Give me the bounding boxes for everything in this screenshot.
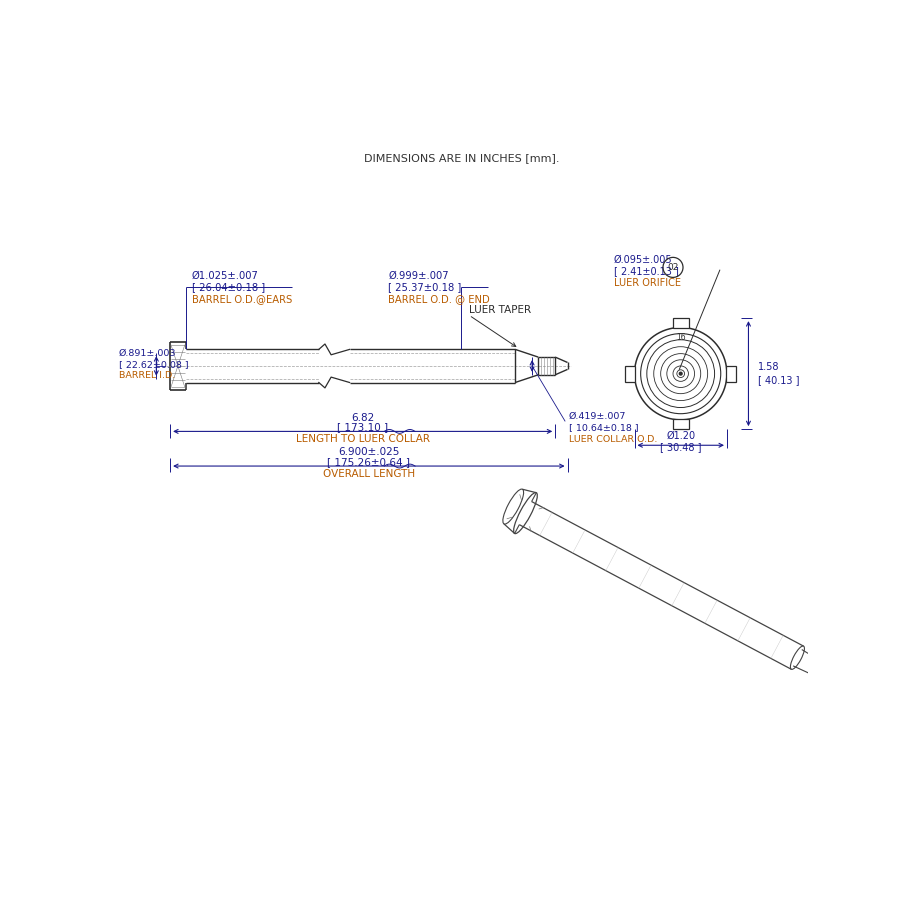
- Text: 16: 16: [676, 333, 686, 342]
- Text: Ø1.20: Ø1.20: [666, 431, 696, 441]
- Text: BARREL I.D.: BARREL I.D.: [119, 372, 175, 381]
- Text: BARREL O.D.@EARS: BARREL O.D.@EARS: [192, 294, 292, 304]
- Text: [ 22.62±0.08 ]: [ 22.62±0.08 ]: [119, 360, 188, 369]
- Bar: [726, 365, 736, 382]
- Text: [ 40.13 ]: [ 40.13 ]: [758, 374, 799, 385]
- Text: Ø.095±.005: Ø.095±.005: [614, 255, 672, 265]
- Text: 6.82: 6.82: [351, 412, 374, 422]
- Text: [ 25.37±0.18 ]: [ 25.37±0.18 ]: [388, 283, 462, 293]
- Text: [ 2.41±0.13 ]: [ 2.41±0.13 ]: [614, 266, 679, 276]
- Text: 6.900±.025: 6.900±.025: [338, 447, 400, 457]
- Text: Ø.419±.007: Ø.419±.007: [569, 411, 626, 420]
- Bar: [672, 419, 688, 429]
- Text: LUER COLLAR O.D.: LUER COLLAR O.D.: [569, 435, 657, 444]
- Text: Ø1.025±.007: Ø1.025±.007: [192, 271, 258, 281]
- Circle shape: [680, 373, 682, 375]
- Text: 1.58: 1.58: [758, 363, 779, 373]
- Text: LUER TAPER: LUER TAPER: [469, 305, 531, 315]
- Text: LENGTH TO LUER COLLAR: LENGTH TO LUER COLLAR: [296, 434, 429, 444]
- Text: [ 30.48 ]: [ 30.48 ]: [660, 442, 701, 452]
- Text: Ø.891±.003: Ø.891±.003: [119, 348, 176, 357]
- Text: [ 26.04±0.18 ]: [ 26.04±0.18 ]: [192, 283, 265, 293]
- Text: [ 175.26±0.64 ]: [ 175.26±0.64 ]: [328, 457, 410, 467]
- Text: Ø.999±.007: Ø.999±.007: [388, 271, 449, 281]
- Text: DIMENSIONS ARE IN INCHES [mm].: DIMENSIONS ARE IN INCHES [mm].: [364, 153, 559, 163]
- Text: OVERALL LENGTH: OVERALL LENGTH: [323, 469, 415, 479]
- Text: [ 173.10 ]: [ 173.10 ]: [338, 422, 388, 433]
- Text: [ 10.64±0.18 ]: [ 10.64±0.18 ]: [569, 423, 639, 432]
- Bar: [626, 365, 635, 382]
- Bar: [672, 319, 688, 328]
- Text: LUER ORIFICE: LUER ORIFICE: [614, 278, 680, 288]
- Text: BARREL O.D. @ END: BARREL O.D. @ END: [388, 294, 490, 304]
- Text: 02: 02: [667, 263, 679, 272]
